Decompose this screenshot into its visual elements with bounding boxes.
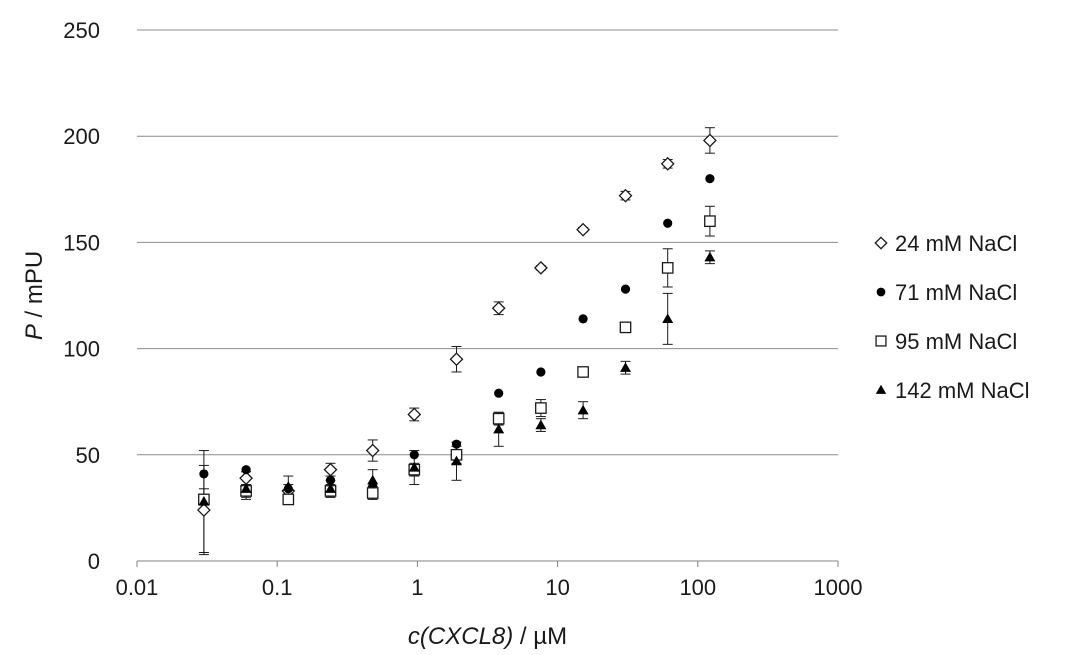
data-point: [493, 423, 505, 434]
legend-label: 95 mM NaCl: [895, 329, 1017, 354]
data-point: [619, 321, 632, 334]
data-point: [704, 215, 716, 228]
data-point: [199, 469, 209, 479]
legend-marker: [874, 236, 888, 250]
error-bars: [198, 127, 715, 556]
data-point: [702, 133, 717, 148]
y-tick-label: 100: [63, 337, 100, 362]
data-point: [578, 314, 588, 324]
legend-label: 142 mM NaCl: [895, 378, 1029, 403]
y-axis-title-unit: / mPU: [21, 251, 48, 324]
x-tick-label: 10: [545, 575, 569, 600]
x-tick-label: 0.01: [116, 575, 159, 600]
legend-label: 24 mM NaCl: [895, 231, 1017, 256]
x-tick-label: 100: [679, 575, 716, 600]
data-point: [535, 402, 547, 414]
data-point: [323, 462, 338, 477]
data-point: [491, 301, 506, 316]
data-point: [450, 455, 462, 466]
data-point: [704, 251, 716, 262]
legend-item: 24 mM NaCl: [874, 231, 1017, 256]
data-point: [241, 465, 251, 475]
data-point: [282, 481, 294, 491]
data-point: [576, 222, 591, 237]
data-point: [408, 462, 420, 472]
legend-marker: [875, 384, 887, 394]
data-point: [492, 412, 505, 425]
data-point: [198, 496, 210, 506]
legend-label: 71 mM NaCl: [895, 280, 1017, 305]
data-point: [367, 474, 379, 485]
data-point: [660, 156, 675, 171]
legend-item: 95 mM NaCl: [875, 329, 1017, 354]
data-point: [325, 475, 336, 485]
y-tick-label: 0: [88, 549, 100, 574]
data-point: [366, 487, 379, 499]
data-point: [620, 284, 631, 294]
data-point: [577, 404, 589, 415]
y-tick-label: 50: [76, 443, 100, 468]
data-point: [407, 407, 422, 422]
data-point: [325, 483, 337, 493]
data-point: [661, 262, 674, 274]
data-point: [618, 188, 633, 203]
x-tick-label: 1000: [814, 575, 863, 600]
legend-item: 142 mM NaCl: [875, 378, 1029, 403]
data-point: [409, 450, 419, 460]
legend: 24 mM NaCl 71 mM NaCl 95 mM NaCl 142 mM NaC…: [874, 231, 1029, 403]
x-axis-ticks: 0.01 0.1 1 10 100 1000: [116, 561, 863, 600]
legend-marker: [875, 335, 887, 347]
data-point: [535, 419, 547, 430]
data-point: [449, 352, 464, 367]
x-axis-title: c(CXCL8) / µM: [408, 623, 567, 650]
data-point: [577, 366, 589, 378]
x-tick-label: 0.1: [262, 575, 293, 600]
data-point: [240, 483, 252, 493]
legend-marker: [876, 287, 886, 297]
legend-item: 71 mM NaCl: [876, 280, 1017, 305]
data-point: [533, 260, 548, 275]
data-point: [451, 439, 462, 449]
x-tick-label: 1: [411, 575, 423, 600]
data-point: [365, 443, 380, 458]
data-point: [196, 503, 211, 517]
gridlines: [137, 29, 838, 456]
y-tick-label: 200: [63, 124, 100, 149]
data-point: [282, 493, 295, 506]
y-axis-title: P / mPU: [21, 251, 48, 340]
data-markers: [196, 133, 717, 517]
data-point: [619, 362, 631, 372]
y-axis-ticks: 0 50 100 150 200 250: [63, 18, 100, 574]
y-tick-label: 250: [63, 18, 100, 43]
y-tick-label: 150: [63, 230, 100, 255]
data-point: [663, 218, 673, 228]
data-point: [705, 174, 715, 184]
y-axis-title-italic: P: [21, 324, 48, 340]
x-axis-title-italic: c(CXCL8): [408, 623, 513, 650]
x-axis-title-unit: / µM: [513, 623, 567, 650]
data-point: [494, 388, 504, 398]
data-point: [662, 313, 674, 323]
data-point: [536, 367, 546, 377]
